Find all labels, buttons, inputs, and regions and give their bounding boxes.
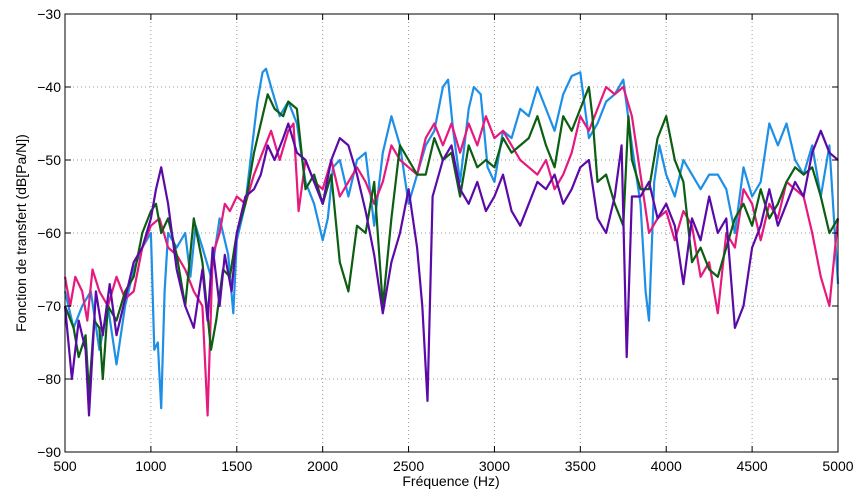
y-tick-label: −50 <box>37 152 61 168</box>
plot-background <box>65 14 838 452</box>
x-tick-label: 4000 <box>651 458 682 474</box>
y-tick-label: −90 <box>37 444 61 460</box>
series-line-4 <box>63 122 839 417</box>
y-tick-label: −40 <box>37 79 61 95</box>
x-tick-label: 1500 <box>221 458 252 474</box>
x-tick-label: 2500 <box>393 458 424 474</box>
x-tick-labels: 500 1000 1500 2000 2500 3000 3500 4000 4500 5000 <box>53 458 853 474</box>
x-tick-label: 2000 <box>307 458 338 474</box>
x-tick-label: 1000 <box>135 458 166 474</box>
x-axis-label: Fréquence (Hz) <box>402 473 499 489</box>
y-tick-label: −30 <box>37 6 61 22</box>
y-tick-label: −80 <box>37 371 61 387</box>
series-line-1 <box>63 67 840 410</box>
series-line-2 <box>63 85 840 417</box>
data-series <box>63 67 840 417</box>
x-tick-label: 3500 <box>565 458 596 474</box>
y-tick-labels: −90 −80 −70 −60 −50 −40 −30 <box>37 6 61 460</box>
y-tick-label: −70 <box>37 298 61 314</box>
y-axis-label: Fonction de transfert (dB[Pa/N]) <box>13 134 29 332</box>
x-tick-label: 500 <box>53 458 77 474</box>
x-tick-label: 4500 <box>737 458 768 474</box>
x-tick-label: 5000 <box>822 458 853 474</box>
axes <box>64 13 839 453</box>
y-tick-label: −60 <box>37 225 61 241</box>
x-tick-label: 3000 <box>479 458 510 474</box>
